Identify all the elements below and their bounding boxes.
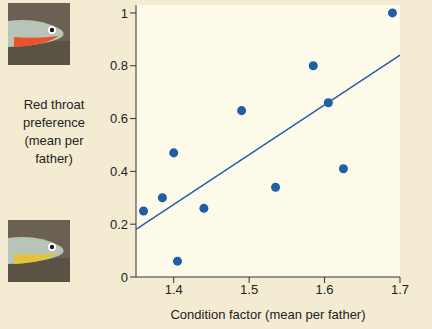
svg-text:0.2: 0.2 bbox=[110, 217, 128, 232]
svg-text:1.5: 1.5 bbox=[240, 282, 258, 297]
svg-text:0.8: 0.8 bbox=[110, 58, 128, 73]
svg-text:1.6: 1.6 bbox=[316, 282, 334, 297]
svg-text:1.4: 1.4 bbox=[165, 282, 183, 297]
html-text:Red throat preference (mean pe: Red throat preference (mean per father) bbox=[22, 97, 86, 166]
svg-text:1: 1 bbox=[121, 6, 128, 21]
svg-text:0: 0 bbox=[121, 270, 128, 285]
svg-text:0.4: 0.4 bbox=[110, 164, 128, 179]
svg-text:0.6: 0.6 bbox=[110, 111, 128, 126]
svg-text:Condition factor (mean per fat: Condition factor (mean per father) bbox=[170, 307, 365, 322]
svg-text:1.7: 1.7 bbox=[391, 282, 409, 297]
